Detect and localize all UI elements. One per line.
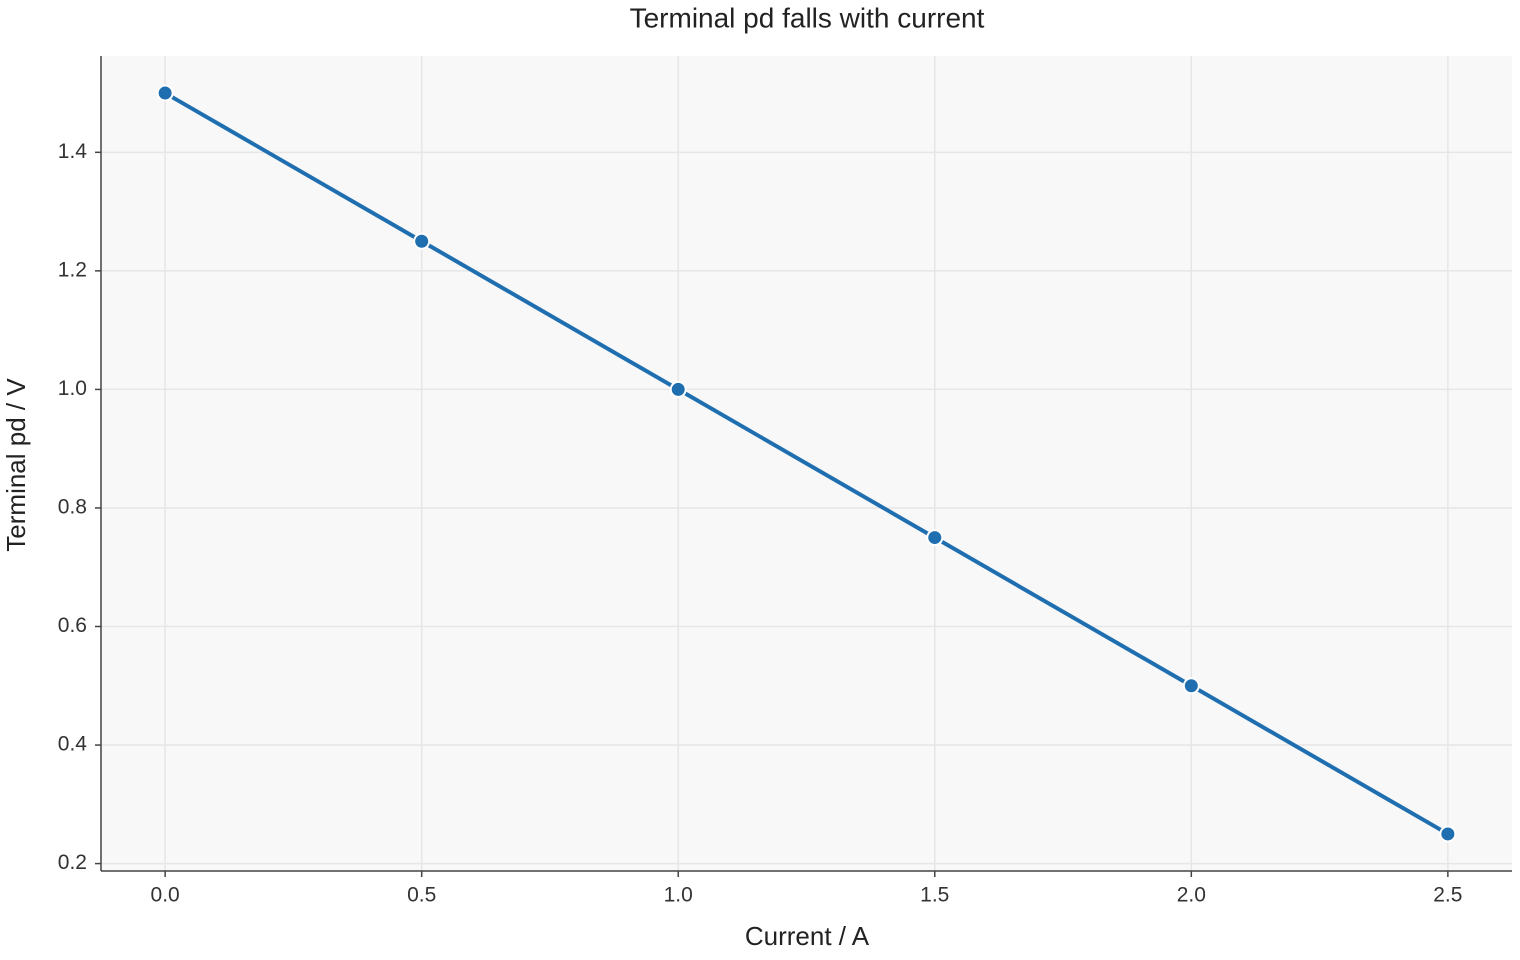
y-tick-label: 0.6 [58,614,87,637]
chart-title: Terminal pd falls with current [630,2,985,33]
data-point [669,380,687,398]
x-tick-label: 2.5 [1433,884,1462,907]
data-line [164,91,1449,836]
x-tick-label: 2.0 [1177,884,1206,907]
x-tick-label: 1.0 [664,884,693,907]
y-axis-label: Terminal pd / V [1,378,31,552]
data-point [926,529,944,547]
data-point [1182,677,1200,695]
y-tick-label: 0.2 [58,851,87,874]
y-tick-label: 0.8 [58,496,87,519]
y-tick-label: 1.2 [58,258,87,281]
x-tick-label: 0.5 [407,884,436,907]
data-point [1439,825,1457,843]
y-tick-label: 1.0 [58,377,87,400]
data-point [156,84,174,102]
y-tick-label: 1.4 [58,140,88,163]
x-tick-label: 0.0 [151,884,180,907]
y-tick-label: 0.4 [58,733,88,756]
data-point [413,232,431,250]
x-axis-label: Current / A [745,921,870,951]
x-tick-label: 1.5 [920,884,949,907]
